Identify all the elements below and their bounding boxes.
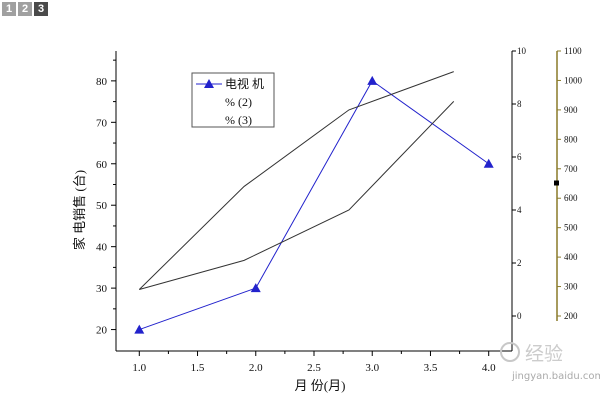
y3-tick: 600 [564, 193, 578, 203]
y2-tick-label: 4 [517, 205, 522, 215]
y2-tick: 0 [517, 311, 522, 321]
y3-tick-label: 900 [564, 105, 578, 115]
series-point-1 [134, 324, 145, 334]
y-tick: 40 [96, 242, 108, 254]
x-tick: 1.0 [132, 362, 146, 374]
y-tick: 50 [96, 200, 108, 212]
y-tick: 30 [96, 283, 108, 295]
y2-tick-label: 6 [517, 152, 522, 162]
y-tick-label: 60 [96, 159, 108, 171]
x-tick: 2.5 [307, 362, 321, 374]
x-tick-label: 2.5 [307, 362, 321, 374]
y2-tick-label: 10 [517, 46, 527, 56]
watermark-brand: 经验 [525, 343, 563, 365]
page-tab-2[interactable]: 2 [18, 2, 32, 16]
y3-tick: 700 [564, 164, 578, 174]
y2-tick: 10 [517, 46, 527, 56]
series-line-1 [139, 80, 489, 331]
y3-tick: 500 [564, 223, 578, 233]
x-tick: 3.0 [365, 362, 379, 374]
y3-tick-label: 800 [564, 134, 578, 144]
y3-tick-label: 1000 [564, 75, 583, 85]
x-axis-title: 月 份(月) [295, 378, 346, 393]
y3-axis-break-marker [554, 180, 559, 186]
axes: 1.0 1.5 2.0 2.5 3.0 3.5 4.02030405060708002468… [96, 46, 583, 374]
y3-tick-label: 700 [564, 164, 578, 174]
legend-label-2: % (2) [225, 95, 252, 109]
y2-tick-label: 8 [517, 99, 522, 109]
y3-tick-label: 400 [564, 252, 578, 262]
x-tick: 1.5 [191, 362, 205, 374]
y2-tick: 2 [517, 258, 522, 268]
x-tick-label: 1.5 [191, 362, 205, 374]
series-line-2 [139, 101, 455, 290]
y-tick: 60 [96, 159, 108, 171]
legend-label-3: % (3) [225, 113, 252, 127]
x-tick: 4.0 [482, 362, 496, 374]
page-tabs: 1 2 3 [2, 2, 48, 16]
y3-tick: 300 [564, 282, 578, 292]
legend: 电视 机 % (2) % (3) [191, 72, 275, 128]
y3-tick-label: 200 [564, 311, 578, 321]
watermark: 经验 jingyan.baidu.com [500, 342, 600, 382]
series-point-1 [250, 283, 261, 293]
page-tab-1[interactable]: 1 [2, 2, 16, 16]
x-tick-label: 3.5 [424, 362, 438, 374]
y3-tick: 1000 [564, 75, 583, 85]
y-tick-label: 30 [96, 283, 108, 295]
y2-tick: 8 [517, 99, 522, 109]
y3-tick: 400 [564, 252, 578, 262]
y-tick: 80 [96, 76, 108, 88]
y-tick-label: 20 [96, 325, 108, 337]
x-tick: 2.0 [249, 362, 263, 374]
page-tab-3[interactable]: 3 [34, 2, 48, 16]
series-layer [134, 71, 494, 334]
y3-tick-label: 1100 [564, 46, 582, 56]
y2-tick-label: 2 [517, 258, 522, 268]
y3-tick-label: 600 [564, 193, 578, 203]
x-tick-label: 1.0 [132, 362, 146, 374]
y-tick-label: 80 [96, 76, 108, 88]
y3-tick: 800 [564, 134, 578, 144]
x-tick-label: 4.0 [482, 362, 496, 374]
y-tick-label: 50 [96, 200, 108, 212]
watermark-site: jingyan.baidu.com [511, 371, 600, 382]
y-axis-title: 家 电销售 (台) [72, 170, 87, 250]
x-tick-label: 2.0 [249, 362, 263, 374]
y2-tick-label: 0 [517, 311, 522, 321]
y-tick: 20 [96, 325, 108, 337]
y-tick: 70 [96, 117, 108, 129]
y3-tick: 1100 [564, 46, 582, 56]
series-point-1 [367, 75, 378, 85]
y-tick-label: 70 [96, 117, 108, 129]
legend-swatch-marker [204, 79, 214, 88]
y2-tick: 6 [517, 152, 522, 162]
y3-tick: 900 [564, 105, 578, 115]
x-tick-label: 3.0 [365, 362, 379, 374]
y-tick-label: 40 [96, 242, 108, 254]
watermark-paw-icon [500, 342, 520, 362]
y3-tick-label: 500 [564, 223, 578, 233]
x-tick: 3.5 [424, 362, 438, 374]
legend-box [191, 72, 275, 128]
y2-tick: 4 [517, 205, 522, 215]
series-point-1 [483, 158, 494, 168]
y3-tick: 200 [564, 311, 578, 321]
legend-label-1: 电视 机 [225, 76, 264, 91]
y3-tick-label: 300 [564, 282, 578, 292]
series-line-3 [138, 71, 454, 290]
